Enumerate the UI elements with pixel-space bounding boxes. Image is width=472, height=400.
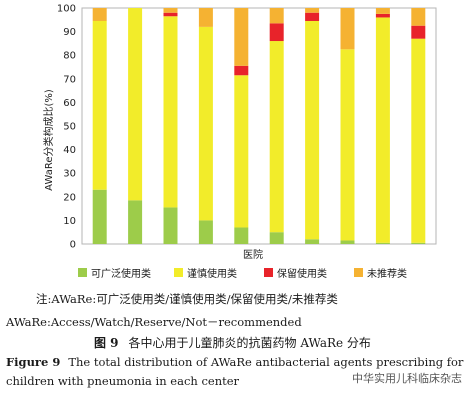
bar-segment-10-series-3 bbox=[411, 25, 426, 39]
legend-label: 谨慎使用类 bbox=[187, 269, 237, 280]
legend-swatch bbox=[264, 268, 273, 277]
caption-en-figure-number: Figure 9 bbox=[6, 355, 61, 369]
bar-segment-7-series-3 bbox=[305, 12, 320, 21]
bar-segment-6-series-1 bbox=[269, 232, 284, 244]
note-zh: 注:AWaRe:可广泛使用类/谨慎使用类/保留使用类/未推荐类 bbox=[36, 292, 338, 306]
bar-segment-9-series-3 bbox=[375, 13, 390, 18]
legend-swatch bbox=[174, 268, 183, 277]
y-tick-label: 50 bbox=[63, 122, 76, 133]
bar-segment-2-series-1 bbox=[128, 200, 143, 244]
bar-segment-3-series-1 bbox=[163, 207, 178, 244]
bar-segment-8-series-1 bbox=[340, 240, 355, 244]
legend-label: 可广泛使用类 bbox=[91, 269, 151, 280]
y-axis-label: AWaRe分类构成比(%) bbox=[42, 89, 55, 191]
bar-segment-9-series-2 bbox=[375, 17, 390, 243]
bar-segment-1-series-2 bbox=[92, 20, 107, 190]
x-axis-label: 医院 bbox=[243, 248, 263, 261]
bar-segment-6-series-3 bbox=[269, 23, 284, 42]
bar-segment-4-series-4 bbox=[198, 8, 213, 27]
bar-segment-6-series-2 bbox=[269, 41, 284, 233]
stacked-bar-chart: 0 10 20 30 40 50 60 70 80 90 100 AWaRe分类构成比(%) 医院 bbox=[42, 4, 437, 261]
bar-segment-10-series-1 bbox=[411, 242, 426, 244]
bar-segment-5-series-1 bbox=[234, 227, 249, 244]
legend-swatch bbox=[354, 268, 363, 277]
y-tick-label: 0 bbox=[70, 240, 76, 251]
bar-segment-7-series-2 bbox=[305, 20, 320, 240]
legend-item: 可广泛使用类 bbox=[78, 265, 151, 280]
plot-frame bbox=[81, 7, 437, 245]
bar-segment-4-series-1 bbox=[198, 220, 213, 244]
bar-segment-9-series-1 bbox=[375, 242, 390, 244]
bar-segment-1-series-4 bbox=[92, 8, 107, 21]
journal-watermark: 中华实用儿科临床杂志 bbox=[352, 372, 462, 385]
bar-segment-8-series-4 bbox=[340, 8, 355, 50]
legend-item: 未推荐类 bbox=[354, 265, 407, 280]
y-tick-label: 100 bbox=[57, 4, 76, 15]
bar-segment-9-series-4 bbox=[375, 8, 390, 14]
y-tick-label: 10 bbox=[63, 216, 76, 227]
legend-item: 保留使用类 bbox=[264, 265, 327, 280]
bar-segment-3-series-2 bbox=[163, 16, 178, 208]
y-tick-label: 40 bbox=[63, 145, 76, 156]
legend-label: 未推荐类 bbox=[367, 269, 407, 280]
bar-segment-4-series-2 bbox=[198, 26, 213, 221]
legend: 可广泛使用类 谨慎使用类 保留使用类 未推荐类 bbox=[78, 265, 458, 280]
bar-segment-7-series-1 bbox=[305, 239, 320, 244]
bar-segment-7-series-4 bbox=[305, 8, 320, 13]
bar-segment-6-series-4 bbox=[269, 8, 284, 24]
bar-segment-3-series-3 bbox=[163, 12, 178, 17]
bar-segment-10-series-2 bbox=[411, 38, 426, 243]
caption-zh-figure-number: 图 9 bbox=[94, 336, 119, 350]
bar-segment-5-series-4 bbox=[234, 8, 249, 66]
y-tick-label: 70 bbox=[63, 74, 76, 85]
legend-label: 保留使用类 bbox=[277, 269, 327, 280]
y-tick-label: 60 bbox=[63, 98, 76, 109]
bar-segment-5-series-2 bbox=[234, 75, 249, 228]
bar-segment-3-series-4 bbox=[163, 8, 178, 13]
bar-segment-5-series-3 bbox=[234, 65, 249, 76]
bar-segment-1-series-1 bbox=[92, 189, 107, 244]
y-tick-label: 90 bbox=[63, 27, 76, 38]
caption-zh-text: 各中心用于儿童肺炎的抗菌药物 AWaRe 分布 bbox=[128, 336, 371, 350]
plot-border bbox=[81, 7, 437, 245]
caption-zh: 图 9 各中心用于儿童肺炎的抗菌药物 AWaRe 分布 bbox=[94, 334, 464, 351]
y-tick-label: 30 bbox=[63, 169, 76, 180]
legend-swatch bbox=[78, 268, 87, 277]
bar-segment-10-series-4 bbox=[411, 8, 426, 26]
legend-item: 谨慎使用类 bbox=[174, 265, 237, 280]
y-axis: 0 10 20 30 40 50 60 70 80 90 100 bbox=[57, 4, 76, 251]
bar-segment-8-series-2 bbox=[340, 49, 355, 241]
y-tick-label: 20 bbox=[63, 192, 76, 203]
y-tick-label: 80 bbox=[63, 51, 76, 62]
caption-en: Figure 9 The total distribution of AWaRe … bbox=[6, 353, 468, 391]
note-en: AWaRe:Access/Watch/Reserve/Not－recommend… bbox=[6, 315, 302, 329]
bar-segment-2-series-2 bbox=[128, 8, 143, 201]
caption-en-text: The total distribution of AWaRe antibact… bbox=[6, 355, 464, 388]
bars-group bbox=[92, 8, 426, 244]
